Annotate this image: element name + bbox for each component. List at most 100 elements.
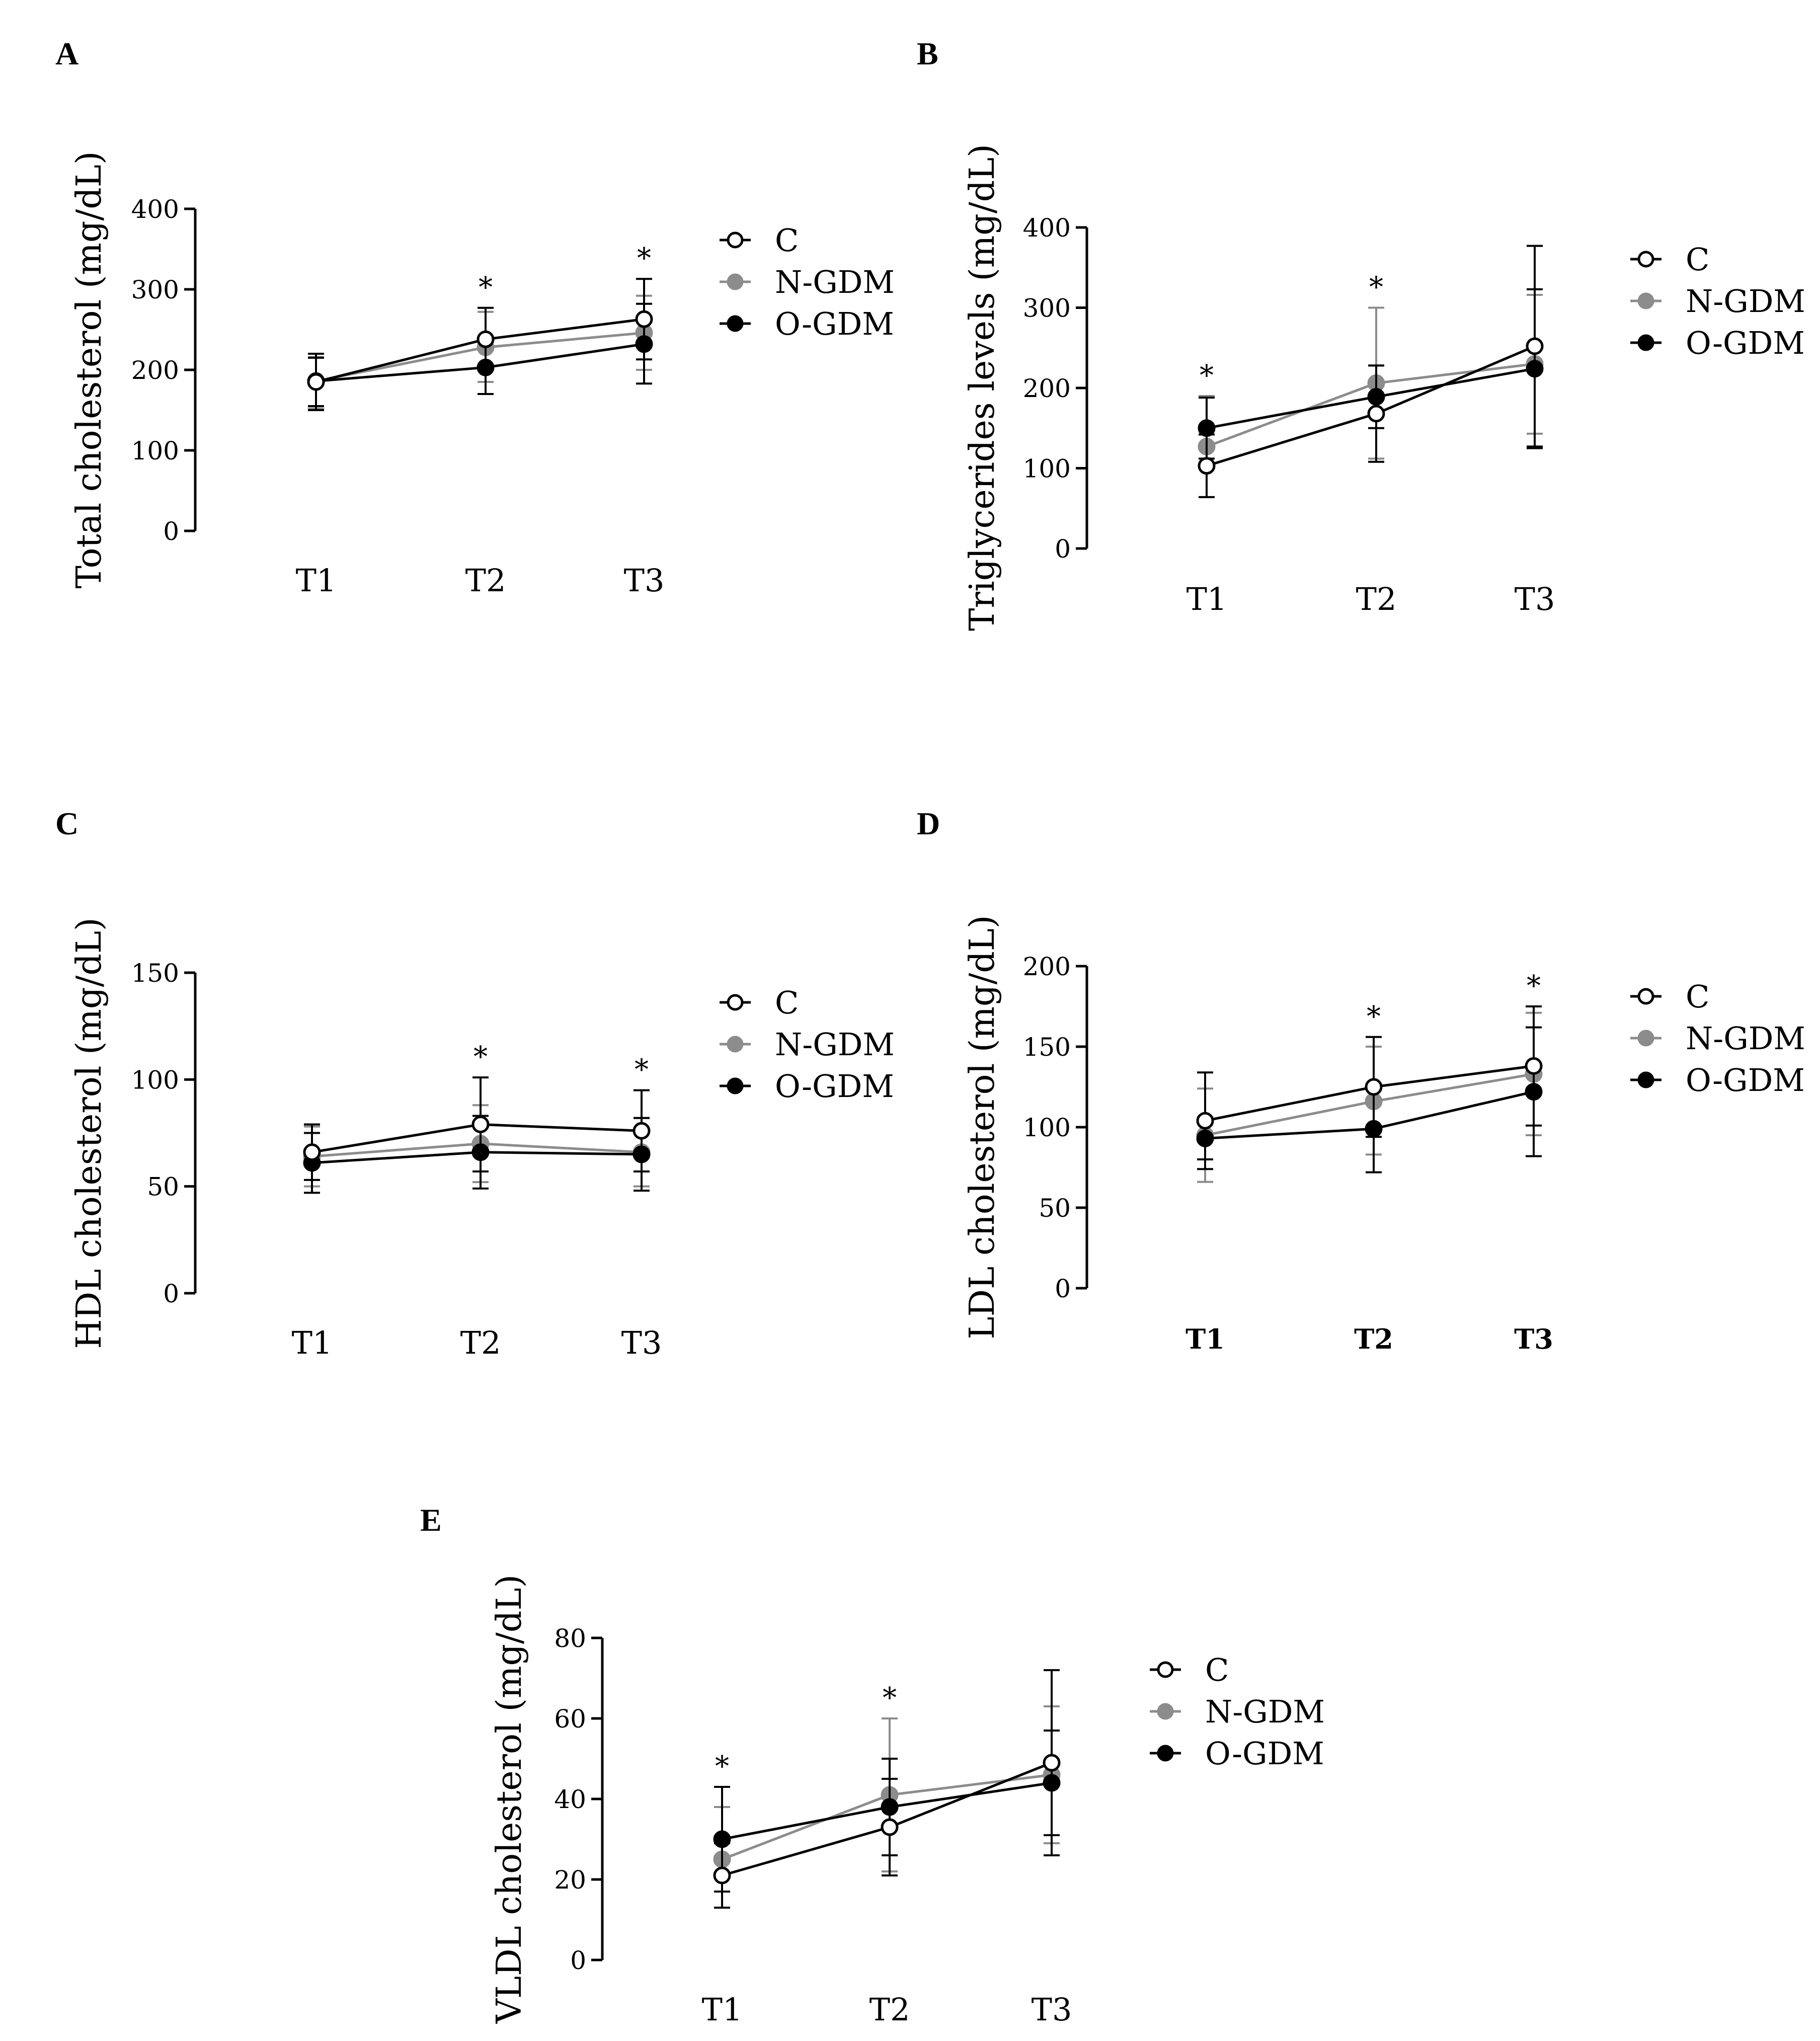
y-tick-label: 150: [1023, 1033, 1071, 1062]
significance-star: *: [635, 1054, 649, 1086]
data-point: [471, 1116, 490, 1134]
y-tick-label: 300: [1023, 294, 1071, 323]
y-axis-label: LDL cholesterol (mg/dL): [963, 915, 1002, 1339]
panel-letter-d: D: [917, 806, 940, 841]
data-point: [1526, 337, 1544, 355]
y-tick-label: 300: [131, 275, 179, 304]
x-category-label: T3: [624, 562, 665, 599]
y-tick-label: 400: [131, 195, 179, 224]
y-tick-label: 100: [1023, 454, 1071, 484]
y-tick-label: 100: [1023, 1113, 1071, 1142]
data-point: [1525, 1057, 1543, 1075]
legend-marker: [1637, 1030, 1654, 1047]
legend-marker: [1157, 1661, 1174, 1678]
significance-star: *: [637, 242, 651, 275]
legend-item: C: [720, 222, 799, 259]
legend: C N-GDM O-GDM: [1150, 1652, 1325, 1772]
legend-label: C: [1686, 978, 1709, 1015]
legend-label: O-GDM: [1686, 325, 1805, 361]
legend: C N-GDM O-GDM: [1630, 241, 1805, 361]
y-tick-label: 20: [554, 1865, 586, 1895]
legend-item: C: [720, 984, 799, 1021]
significance-star: *: [1527, 970, 1541, 1002]
legend-marker: [727, 1077, 744, 1094]
series-c: [713, 1669, 1061, 1909]
series-c: [1196, 1005, 1543, 1170]
data-point: [632, 1122, 651, 1140]
legend-label: N-GDM: [775, 264, 895, 300]
data-point: [1198, 419, 1216, 437]
y-tick-label: 200: [1023, 952, 1071, 981]
data-point: [1365, 1078, 1383, 1096]
data-point: [881, 1818, 899, 1836]
legend: C N-GDM O-GDM: [1630, 978, 1805, 1098]
legend-label: C: [775, 222, 799, 259]
legend-label: O-GDM: [1686, 1062, 1805, 1098]
y-tick-label: 0: [1055, 534, 1071, 564]
x-category-label: T2: [460, 1324, 501, 1361]
legend-marker: [727, 231, 744, 249]
legend-label: C: [775, 984, 799, 1021]
y-tick-label: 40: [554, 1785, 586, 1814]
data-point: [477, 330, 495, 348]
legend-label: N-GDM: [775, 1026, 895, 1063]
legend-item: N-GDM: [1630, 283, 1805, 320]
y-axis-label: Total cholesterol (mg/dL): [69, 151, 109, 589]
x-category-label: T3: [1032, 1991, 1072, 2028]
x-category-label: T2: [1354, 1323, 1393, 1355]
y-tick-label: 50: [147, 1172, 179, 1202]
legend-item: N-GDM: [1150, 1693, 1325, 1730]
series-c: [1198, 245, 1544, 498]
legend-marker: [1157, 1745, 1174, 1762]
data-point: [713, 1866, 731, 1885]
legend-marker: [727, 315, 744, 332]
series-o-gdm: [307, 302, 653, 407]
data-point: [307, 373, 325, 391]
x-category-label: T3: [621, 1324, 662, 1361]
legend: C N-GDM O-GDM: [720, 984, 895, 1105]
panel-b: B 0 100 200 300 400 Triglycerides levels (mg/…: [917, 36, 1805, 631]
y-tick-label: 100: [131, 436, 179, 465]
y-tick-label: 200: [131, 356, 179, 385]
legend-marker: [1637, 334, 1654, 351]
panel-e: E 0 20 40 60 80 VLDL cholesterol (mg/dL) T1 T2 T…: [420, 1502, 1325, 2028]
legend-label: O-GDM: [775, 305, 894, 342]
x-category-label: T1: [296, 562, 337, 599]
series-line: [1206, 345, 1535, 467]
y-tick-label: 400: [1023, 213, 1071, 243]
y-tick-label: 50: [1039, 1194, 1071, 1223]
legend-marker: [727, 273, 744, 290]
legend-item: C: [1630, 978, 1709, 1015]
panel-d: D 0 50 100 150 200 LDL cholesterol (mg/dL) T1 T…: [917, 806, 1805, 1355]
data-point: [1196, 1112, 1214, 1130]
x-category-label: T2: [465, 562, 506, 599]
y-tick-label: 80: [554, 1624, 586, 1653]
significance-star: *: [1200, 359, 1214, 392]
x-category-label: T1: [702, 1991, 743, 2028]
data-point: [303, 1143, 321, 1161]
y-axis-label: Triglycerides levels (mg/dL): [963, 144, 1002, 631]
x-category-label: T1: [1185, 1323, 1225, 1355]
legend-marker: [1637, 251, 1654, 268]
legend-marker: [727, 1036, 744, 1053]
legend-item: C: [1150, 1652, 1229, 1688]
legend-label: O-GDM: [1205, 1735, 1324, 1772]
y-axis-label: VLDL cholesterol (mg/dL): [490, 1575, 529, 2024]
significance-star: *: [1369, 271, 1383, 304]
series-c: [307, 278, 653, 411]
x-category-label: T3: [1515, 581, 1555, 617]
significance-star: *: [1367, 1000, 1381, 1033]
y-tick-label: 0: [163, 517, 179, 546]
series-o-gdm: [713, 1730, 1061, 1893]
legend-item: O-GDM: [720, 305, 894, 342]
significance-star: *: [473, 1041, 488, 1073]
legend-label: N-GDM: [1205, 1693, 1325, 1730]
x-category-label: T2: [1356, 581, 1397, 617]
legend: C N-GDM O-GDM: [720, 222, 895, 342]
panel-letter-e: E: [420, 1502, 442, 1538]
significance-star: *: [883, 1682, 897, 1714]
legend-marker: [1637, 988, 1654, 1005]
legend-marker: [727, 994, 744, 1011]
series-n-gdm: [1196, 1011, 1543, 1183]
legend-marker: [1637, 1071, 1654, 1088]
